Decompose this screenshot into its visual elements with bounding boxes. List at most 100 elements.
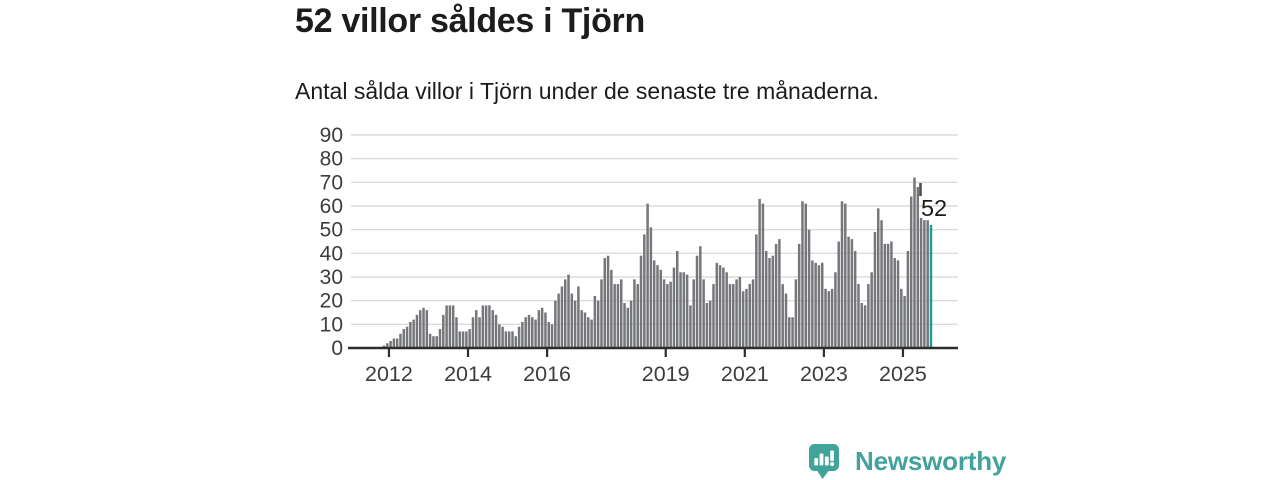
chart-bar xyxy=(498,324,501,348)
chart-bar xyxy=(699,246,702,348)
chart-bar xyxy=(738,277,742,348)
chart-bar xyxy=(748,284,751,348)
chart-bar xyxy=(718,265,722,348)
chart-bar xyxy=(465,331,468,348)
chart-bar xyxy=(484,305,488,348)
chart-bar xyxy=(676,250,679,348)
newsworthy-wordmark: Newsworthy xyxy=(855,445,1007,476)
chart-bar xyxy=(636,284,639,348)
chart-bar xyxy=(415,314,419,348)
chart-bar xyxy=(399,333,402,348)
chart-bar xyxy=(926,220,929,348)
newsworthy-logo-icon xyxy=(809,443,839,479)
chart-bar xyxy=(560,286,564,348)
chart-bar xyxy=(659,269,663,348)
chart-bar xyxy=(870,272,873,348)
x-axis-tick-label: 2021 xyxy=(721,362,769,386)
x-axis-tick-label: 2019 xyxy=(642,362,690,386)
chart-bar xyxy=(626,307,630,348)
speech-bubble-shape xyxy=(809,443,839,479)
chart-bar xyxy=(695,255,699,348)
chart-bar xyxy=(531,317,534,348)
chart-bar xyxy=(573,300,577,348)
chart-bar xyxy=(900,288,903,348)
chart-bar xyxy=(916,187,920,348)
chart-bar xyxy=(850,239,854,348)
chart-bar xyxy=(909,196,913,348)
chart-bar xyxy=(514,336,518,348)
chart-bar xyxy=(893,258,896,348)
chart-bar xyxy=(547,321,550,348)
chart-bar xyxy=(794,279,798,348)
chart-bar xyxy=(606,255,610,348)
chart-bar xyxy=(778,239,781,348)
chart-bar xyxy=(679,272,682,348)
chart-bar xyxy=(587,317,590,348)
chart-bar xyxy=(610,269,613,348)
chart-bar xyxy=(488,305,491,348)
chart-bar xyxy=(758,198,761,348)
chart-bar xyxy=(735,279,738,348)
chart-bar xyxy=(646,203,649,348)
chart-bar xyxy=(389,340,392,348)
chart-bar xyxy=(577,286,580,348)
chart-bar xyxy=(451,305,455,348)
chart-bar xyxy=(639,255,643,348)
chart-bar xyxy=(590,319,593,348)
chart-bar xyxy=(791,317,794,348)
x-axis-tick-label: 2014 xyxy=(444,362,492,386)
chart-bar xyxy=(741,291,745,348)
chart-bar xyxy=(847,236,850,348)
chart-bar xyxy=(435,336,438,348)
chart-bar xyxy=(903,295,906,348)
chart-bar xyxy=(481,305,485,348)
chart-bar xyxy=(652,260,656,348)
y-axis-tick-label: 30 xyxy=(320,266,343,289)
chart-bar xyxy=(596,300,600,348)
chart-bar xyxy=(662,279,666,348)
chart-bar xyxy=(550,324,554,348)
chart-bar xyxy=(409,321,412,348)
chart-bar xyxy=(771,255,775,348)
chart-bar xyxy=(867,284,870,348)
chart-bar xyxy=(392,338,396,348)
chart-bar xyxy=(919,217,923,348)
y-axis-tick-label: 70 xyxy=(320,171,343,194)
chart-bar xyxy=(804,203,808,348)
chart-bar xyxy=(527,314,531,348)
chart-bar xyxy=(554,300,557,348)
x-axis-tick-label: 2016 xyxy=(523,362,571,386)
chart-bar xyxy=(412,319,415,348)
y-axis-tick-label: 60 xyxy=(320,195,343,218)
chart-bar xyxy=(764,250,768,348)
chart-bar xyxy=(840,201,844,348)
chart-bar xyxy=(712,284,715,348)
x-axis-tick-label: 2025 xyxy=(879,362,927,386)
chart-bar xyxy=(827,291,831,348)
chart-bar xyxy=(428,333,432,348)
chart-bar xyxy=(837,241,840,348)
chart-bar xyxy=(517,326,521,348)
chart-bar xyxy=(781,284,784,348)
chart-bar xyxy=(722,267,725,348)
chart-bar xyxy=(537,310,541,348)
chart-bar xyxy=(504,331,508,348)
chart-bar xyxy=(405,326,409,348)
chart-bar xyxy=(471,317,475,348)
chart-bar xyxy=(669,281,672,348)
newsworthy-logo[interactable]: Newsworthy xyxy=(808,442,1006,480)
chart-bar xyxy=(682,272,686,348)
y-axis-tick-label: 50 xyxy=(320,219,343,242)
chart-bar xyxy=(507,331,511,348)
chart-bar xyxy=(896,260,900,348)
chart-bar xyxy=(511,331,514,348)
chart-bar xyxy=(797,243,801,348)
chart-bar xyxy=(923,220,926,348)
chart-bar xyxy=(600,279,603,348)
chart-bar xyxy=(656,265,659,348)
chart-bar xyxy=(890,241,893,348)
chart-bar xyxy=(478,317,481,348)
chart-bar xyxy=(761,203,765,348)
chart-bar xyxy=(820,262,824,348)
